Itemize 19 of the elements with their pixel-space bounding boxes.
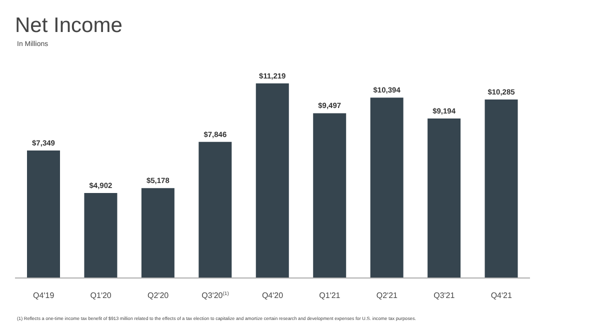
x-tick-label: Q4'19: [33, 291, 55, 300]
x-tick-label: Q2'21: [376, 291, 398, 300]
bar: [84, 192, 118, 278]
x-tick-label: Q4'21: [490, 291, 512, 300]
bar: [484, 100, 518, 278]
x-tick-label: Q1'21: [319, 291, 341, 300]
bar: [370, 98, 404, 278]
bar: [313, 113, 346, 278]
x-tick-label: Q3'21: [434, 291, 456, 300]
bar: [27, 150, 60, 278]
bar: [198, 142, 232, 278]
x-tick-label: Q4'20: [262, 291, 284, 300]
chart-title: Net Income: [15, 14, 122, 38]
x-tick-label: Q3'20$^{(1)}$: [202, 291, 230, 300]
bar: [141, 188, 174, 278]
bar: [428, 118, 461, 278]
x-tick-label: Q2'20: [148, 291, 170, 300]
bar: [256, 83, 289, 278]
x-tick-label: Q1'20: [90, 291, 112, 300]
